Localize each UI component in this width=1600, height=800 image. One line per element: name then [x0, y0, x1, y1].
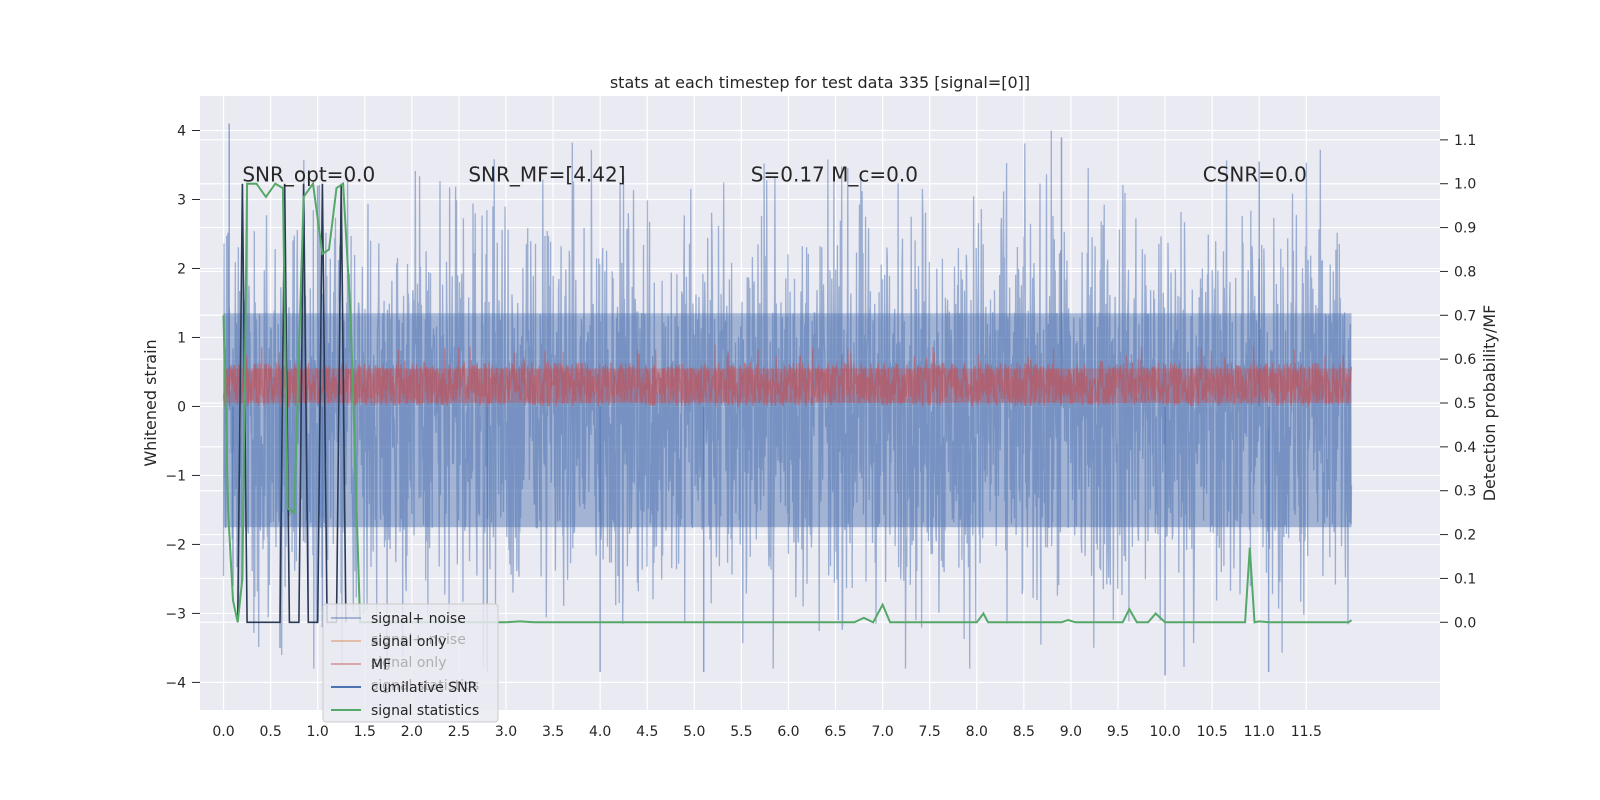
- x-tick-label: 10.0: [1149, 724, 1180, 740]
- x-tick-label: 5.0: [683, 724, 705, 740]
- x-tick-label: 0.5: [259, 724, 281, 740]
- y-tick-label: 2: [177, 261, 186, 277]
- annotation-text: CSNR=0.0: [1203, 163, 1307, 187]
- y-tick-label: −2: [165, 537, 186, 553]
- axis-layer: 0.0 0.5 1.0 1.5 2.0 2.5 3.0 3.5 4.0 4.5 5.0 5.5 6.0 6…: [165, 123, 1476, 740]
- annotation-text: SNR_MF=[4.42]: [468, 163, 625, 187]
- signal-noise-band: [223, 313, 1352, 528]
- legend-ghost-label: signal+ noise: [371, 632, 466, 648]
- y-tick-label: −4: [165, 675, 186, 691]
- y2-tick-label: 0.8: [1454, 264, 1476, 280]
- annotation-layer: SNR_opt=0.0 SNR_MF=[4.42] S=0.17 M_c=0.0 CS…: [242, 163, 1306, 187]
- y2-tick-label: 0.3: [1454, 484, 1476, 500]
- legend-label: signal only: [371, 634, 446, 650]
- x-tick-label: 2.0: [401, 724, 423, 740]
- x-tick-label: 2.5: [448, 724, 470, 740]
- annotation-text: SNR_opt=0.0: [242, 163, 375, 187]
- x-tick-label: 6.0: [777, 724, 799, 740]
- annotation-text: S=0.17 M_c=0.0: [751, 163, 918, 187]
- x-tick-label: 10.5: [1197, 724, 1228, 740]
- y2-tick-label: 0.7: [1454, 308, 1476, 324]
- legend-label: MF: [371, 657, 391, 673]
- signal-statistics-line: [222, 181, 1353, 624]
- y-tick-label: 1: [177, 330, 186, 346]
- mf-line: [222, 344, 1353, 409]
- signal-noise-line: [222, 130, 1353, 669]
- x-tick-label: 8.5: [1013, 724, 1035, 740]
- x-tick-label: 7.5: [919, 724, 941, 740]
- x-tick-label: 9.5: [1107, 724, 1129, 740]
- legend-ghost-label: signal statistics: [371, 678, 479, 694]
- legend-box: [322, 603, 499, 723]
- y2-tick-label: 0.9: [1454, 221, 1476, 237]
- series-layer: [222, 123, 1353, 676]
- x-tick-label: 3.0: [495, 724, 517, 740]
- y2-tick-label: 0.1: [1454, 571, 1476, 587]
- x-tick-label: 5.5: [730, 724, 752, 740]
- legend-ghost-label: signal only: [371, 655, 446, 671]
- legend-label: signal statistics: [371, 703, 479, 719]
- x-tick-label: 11.5: [1291, 724, 1322, 740]
- y-axis-label: Whitened strain: [141, 339, 160, 466]
- x-tick-label: 11.0: [1244, 724, 1275, 740]
- x-tick-label: 0.0: [212, 724, 234, 740]
- x-tick-label: 1.0: [307, 724, 329, 740]
- y-tick-label: −3: [165, 606, 186, 622]
- x-tick-label: 4.5: [636, 724, 658, 740]
- x-tick-label: 9.0: [1060, 724, 1082, 740]
- y2-tick-label: 0.5: [1454, 396, 1476, 412]
- legend-label: cumilative SNR: [371, 680, 478, 696]
- x-tick-label: 7.0: [871, 724, 893, 740]
- y2-tick-label: 1.1: [1454, 133, 1476, 149]
- y2-axis-label: Detection probability/MF: [1480, 305, 1499, 502]
- y-tick-label: 3: [177, 192, 186, 208]
- y-tick-label: 4: [177, 123, 186, 139]
- chart-title: stats at each timestep for test data 335…: [610, 73, 1030, 92]
- mf-band: [223, 368, 1352, 403]
- y-tick-label: 0: [177, 399, 186, 415]
- x-tick-label: 3.5: [542, 724, 564, 740]
- y-tick-label: −1: [165, 468, 186, 484]
- legend-label: signal+ noise: [371, 611, 466, 627]
- x-tick-label: 6.5: [824, 724, 846, 740]
- y2-tick-label: 0.2: [1454, 528, 1476, 544]
- y2-tick-label: 1.0: [1454, 177, 1476, 193]
- x-tick-label: 8.0: [966, 724, 988, 740]
- y2-tick-label: 0.6: [1454, 352, 1476, 368]
- x-tick-label: 4.0: [589, 724, 611, 740]
- y2-tick-label: 0.4: [1454, 440, 1476, 456]
- y2-tick-label: 0.0: [1454, 615, 1476, 631]
- x-tick-label: 1.5: [354, 724, 376, 740]
